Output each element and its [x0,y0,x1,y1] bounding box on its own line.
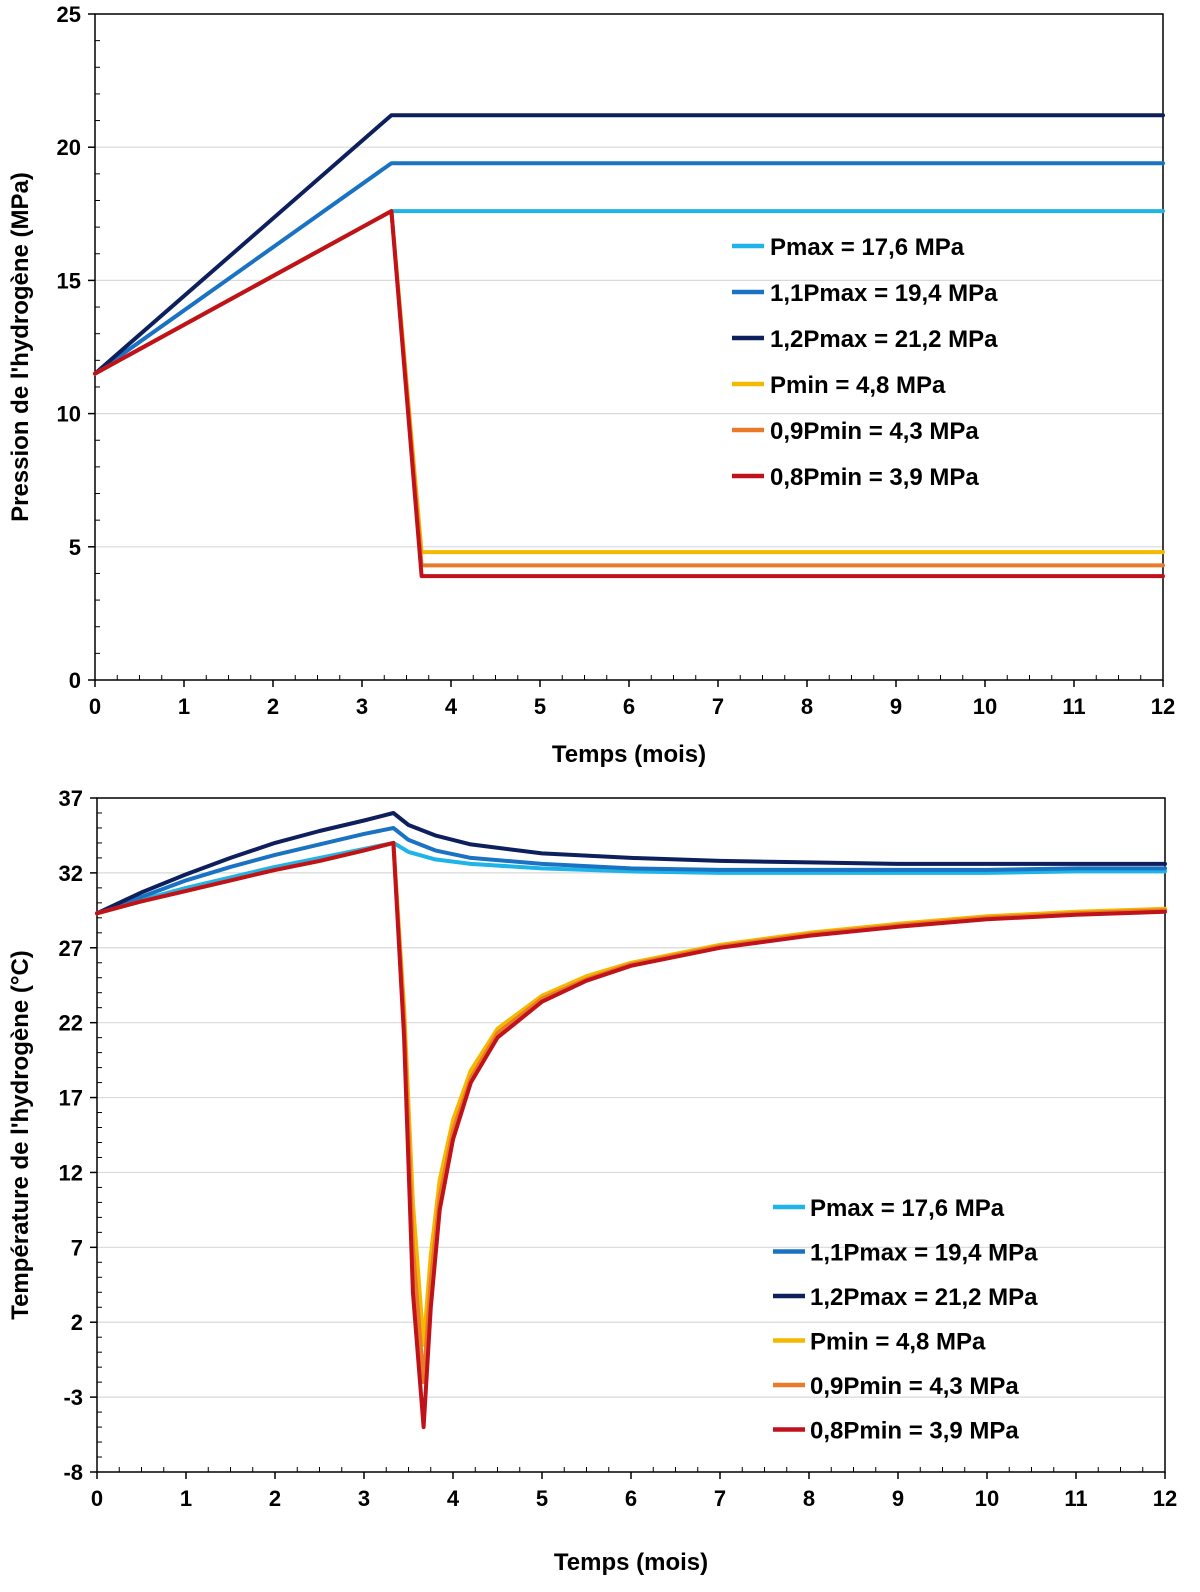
temperature-x-tick-label: 6 [625,1486,637,1511]
pressure-y-axis: 0 5 10 15 20 25 [57,2,100,693]
temperature-y-tick-label: 27 [59,936,83,961]
temperature-chart: -8 -3 2 7 12 17 22 27 32 37 0 1 2 3 4 5 6 7 8 9 10 11 12 Temps … [0,790,1200,1592]
temperature-x-tick-label: 5 [536,1486,548,1511]
temperature-legend-label-2: 1,1Pmax = 19,4 MPa [810,1240,1038,1267]
pressure-x-tick-label: 8 [801,694,813,719]
pressure-series-line-5 [93,209,1165,568]
pressure-x-tick-label: 5 [534,694,546,719]
temperature-x-tick-label: 7 [714,1486,726,1511]
temperature-legend-label-3: 1,2Pmax = 21,2 MPa [810,1284,1038,1311]
temperature-x-tick-label: 1 [180,1486,192,1511]
pressure-y-tick-label: 0 [69,668,81,693]
temperature-legend-label-5: 0,9Pmin = 4,3 MPa [810,1373,1019,1400]
pressure-chart: 0 5 10 15 20 25 0 1 2 3 4 5 6 7 8 9 10 11 12 Temps (mois) Pr… [0,0,1200,790]
temperature-y-axis-title: Température de l'hydrogène (°C) [7,950,34,1320]
temperature-y-tick-label: 2 [71,1310,83,1335]
temperature-y-tick-label: -8 [63,1460,83,1485]
pressure-series-line-2 [93,161,1165,376]
pressure-legend-label-6: 0,8Pmin = 3,9 MPa [770,464,979,491]
temperature-x-axis-title: Temps (mois) [554,1549,708,1576]
pressure-x-tick-label: 6 [623,694,635,719]
pressure-legend-label-5: 0,9Pmin = 4,3 MPa [770,418,979,445]
temperature-y-tick-label: 12 [59,1160,83,1185]
pressure-y-tick-label: 25 [57,2,81,27]
pressure-x-tick-label: 7 [712,694,724,719]
pressure-x-tick-label: 12 [1151,694,1175,719]
pressure-gridlines [95,13,1163,548]
pressure-legend: Pmax = 17,6 MPa 1,1Pmax = 19,4 MPa 1,2Pmax… [732,234,998,491]
pressure-y-tick-label: 15 [57,268,81,293]
temperature-x-tick-label: 12 [1153,1486,1177,1511]
temperature-legend-label-6: 0,8Pmin = 3,9 MPa [810,1418,1019,1445]
pressure-x-tick-label: 4 [445,694,458,719]
temperature-legend: Pmax = 17,6 MPa 1,1Pmax = 19,4 MPa 1,2Pmax… [773,1195,1038,1445]
temperature-x-tick-label: 3 [358,1486,370,1511]
temperature-plot-frame [96,797,1166,1473]
pressure-x-tick-label: 2 [267,694,279,719]
temperature-x-tick-label: 0 [91,1486,103,1511]
temperature-series-line-2 [95,826,1167,916]
pressure-legend-label-2: 1,1Pmax = 19,4 MPa [770,280,998,307]
temperature-x-tick-label: 4 [447,1486,460,1511]
pressure-legend-label-1: Pmax = 17,6 MPa [770,234,965,261]
pressure-x-axis: 0 1 2 3 4 5 6 7 8 9 10 11 12 [89,675,1175,719]
pressure-x-tick-label: 3 [356,694,368,719]
temperature-series-group [95,811,1167,1430]
temperature-y-tick-label: 7 [71,1235,83,1260]
temperature-legend-label-1: Pmax = 17,6 MPa [810,1195,1005,1222]
temperature-legend-label-4: Pmin = 4,8 MPa [810,1329,986,1356]
pressure-x-tick-label: 11 [1062,694,1085,719]
pressure-y-tick-label: 5 [69,535,81,560]
pressure-x-axis-title: Temps (mois) [552,741,706,768]
pressure-x-tick-label: 9 [890,694,902,719]
temperature-x-tick-label: 10 [975,1486,999,1511]
pressure-y-axis-title: Pression de l'hydrogène (MPa) [7,172,34,522]
pressure-y-tick-label: 20 [57,135,81,160]
pressure-series-line-3 [93,113,1165,376]
pressure-legend-label-4: Pmin = 4,8 MPa [770,372,946,399]
temperature-x-tick-label: 11 [1064,1486,1087,1511]
temperature-x-axis: 0 1 2 3 4 5 6 7 8 9 10 11 12 [91,1467,1177,1511]
pressure-series-group [93,113,1165,579]
pressure-x-tick-label: 0 [89,694,101,719]
pressure-legend-label-3: 1,2Pmax = 21,2 MPa [770,326,998,353]
temperature-series-line-1 [95,840,1167,916]
temperature-y-tick-label: 17 [59,1086,83,1111]
pressure-y-tick-label: 10 [57,402,81,427]
temperature-y-tick-label: -3 [63,1385,83,1410]
temperature-y-tick-label: 22 [59,1011,83,1036]
temperature-x-tick-label: 9 [892,1486,904,1511]
temperature-series-line-3 [95,811,1167,916]
temperature-series-line-6 [95,840,1167,1430]
temperature-x-tick-label: 8 [803,1486,815,1511]
temperature-y-tick-label: 32 [59,861,83,886]
pressure-series-line-6 [93,209,1165,579]
temperature-x-tick-label: 2 [269,1486,281,1511]
temperature-y-tick-label: 37 [59,790,83,811]
pressure-x-tick-label: 1 [178,694,190,719]
pressure-x-tick-label: 10 [973,694,997,719]
